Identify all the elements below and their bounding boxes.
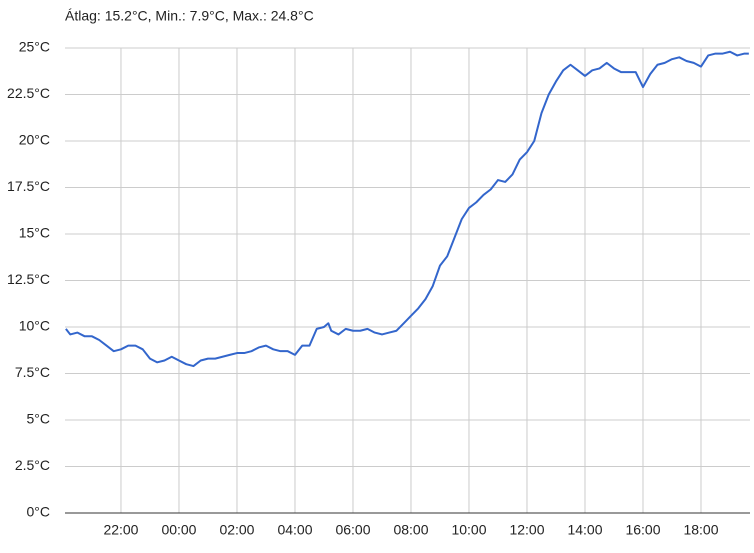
x-tick-label: 12:00 — [509, 522, 544, 538]
x-tick-label: 14:00 — [567, 522, 602, 538]
x-tick-label: 06:00 — [335, 522, 370, 538]
x-tick-label: 10:00 — [451, 522, 486, 538]
y-tick-label: 10°C — [19, 318, 50, 334]
y-tick-label: 12.5°C — [7, 271, 50, 287]
x-tick-label: 04:00 — [277, 522, 312, 538]
x-tick-label: 16:00 — [625, 522, 660, 538]
y-tick-label: 0°C — [27, 504, 51, 520]
y-tick-label: 7.5°C — [15, 364, 50, 380]
x-tick-label: 22:00 — [103, 522, 138, 538]
y-tick-label: 2.5°C — [15, 457, 50, 473]
y-tick-label: 5°C — [27, 411, 51, 427]
y-tick-label: 20°C — [19, 132, 50, 148]
data-line — [65, 50, 749, 368]
chart-title: Átlag: 15.2°C, Min.: 7.9°C, Max.: 24.8°C — [65, 8, 314, 24]
y-tick-label: 17.5°C — [7, 178, 50, 194]
x-tick-label: 00:00 — [161, 522, 196, 538]
y-tick-label: 22.5°C — [7, 85, 50, 101]
x-tick-label: 08:00 — [393, 522, 428, 538]
y-tick-label: 25°C — [19, 39, 50, 55]
x-tick-label: 02:00 — [219, 522, 254, 538]
y-tick-label: 15°C — [19, 225, 50, 241]
x-tick-label: 18:00 — [683, 522, 718, 538]
